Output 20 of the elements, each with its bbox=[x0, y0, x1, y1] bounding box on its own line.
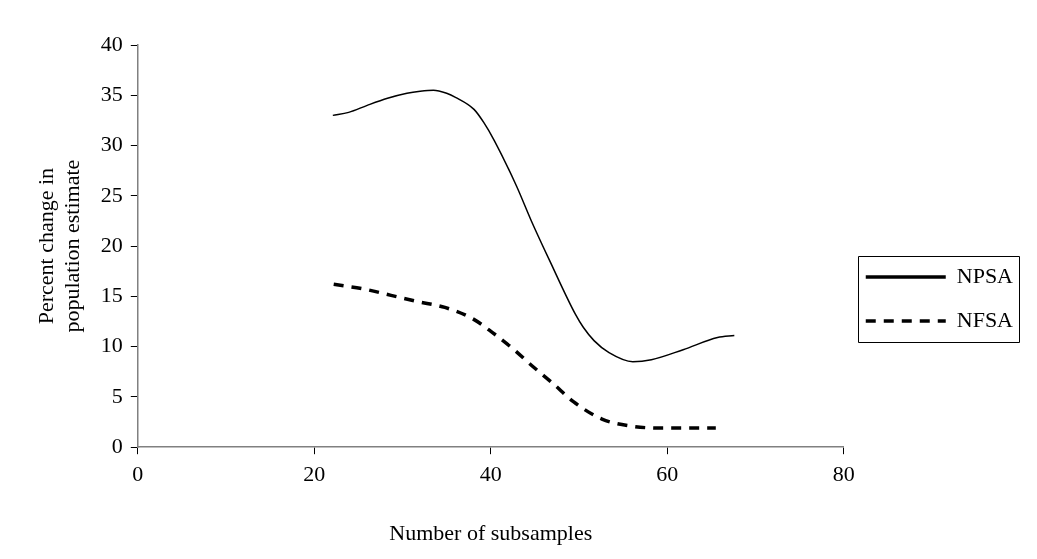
y-tick-label: 0 bbox=[111, 432, 123, 458]
x-tick-label: 60 bbox=[656, 461, 679, 487]
y-tick-label: 5 bbox=[111, 382, 123, 408]
y-tick-label: 20 bbox=[100, 231, 123, 257]
x-axis-title: Number of subsamples bbox=[389, 519, 593, 545]
line-series bbox=[332, 89, 736, 363]
y-tick-label: 30 bbox=[100, 131, 123, 157]
legend-label: NPSA bbox=[956, 262, 1014, 288]
x-tick-label: 40 bbox=[479, 461, 502, 487]
x-tick-label: 80 bbox=[832, 461, 855, 487]
line-series bbox=[331, 282, 718, 430]
y-tick-label: 35 bbox=[100, 81, 123, 107]
y-tick-label: 15 bbox=[100, 282, 123, 308]
x-tick-label: 20 bbox=[303, 461, 326, 487]
x-tick-label: 0 bbox=[132, 461, 144, 487]
y-axis-title: Percent change in population estimate bbox=[32, 159, 85, 333]
y-tick-label: 25 bbox=[100, 181, 123, 207]
legend-label: NFSA bbox=[956, 306, 1014, 332]
y-tick-label: 40 bbox=[100, 30, 123, 56]
y-tick-label: 10 bbox=[100, 332, 123, 358]
